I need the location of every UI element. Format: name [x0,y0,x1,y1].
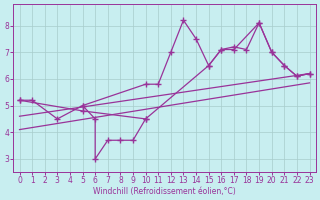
X-axis label: Windchill (Refroidissement éolien,°C): Windchill (Refroidissement éolien,°C) [93,187,236,196]
